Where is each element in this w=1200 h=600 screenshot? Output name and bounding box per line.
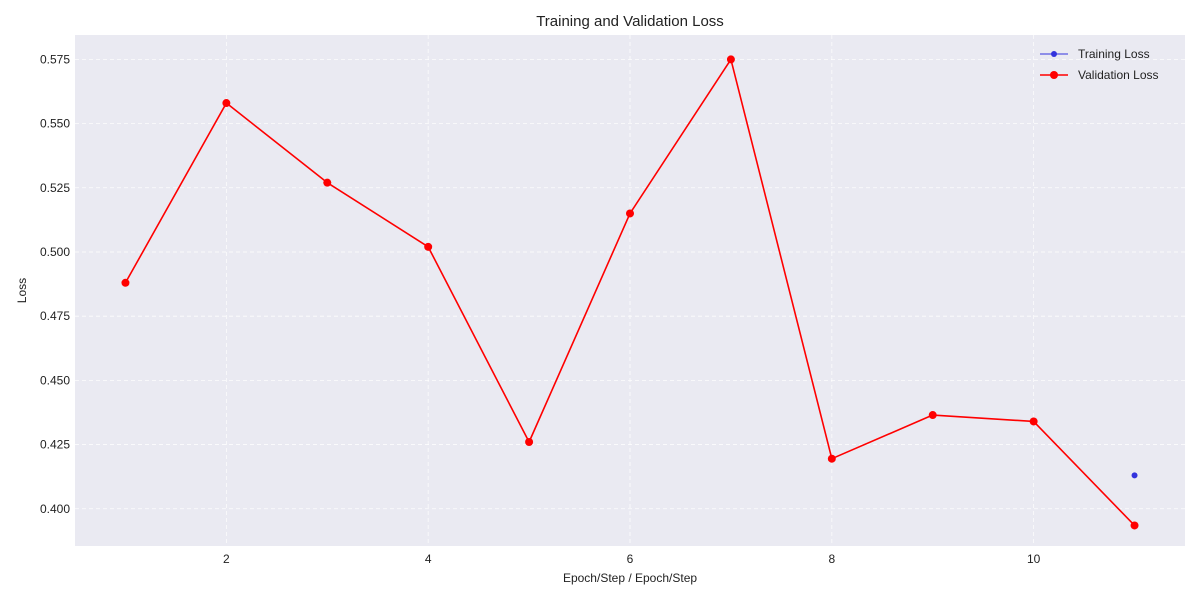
x-tick-label: 8 [828,552,835,566]
validation-loss-point [928,411,937,420]
y-tick-label: 0.500 [40,245,70,259]
x-tick-label: 10 [1027,552,1041,566]
x-tick-label: 6 [627,552,634,566]
validation-loss-point [323,178,332,187]
validation-loss-point [121,278,130,287]
training-loss-point [1131,472,1138,479]
legend-label-validation: Validation Loss [1078,68,1159,82]
y-tick-label: 0.450 [40,373,70,387]
validation-loss-point [424,242,433,251]
legend: Training Loss Validation Loss [1040,47,1159,82]
legend-label-training: Training Loss [1078,47,1150,61]
validation-loss-point [1130,521,1139,530]
y-axis-title: Loss [15,278,29,303]
x-axis-title: Epoch/Step / Epoch/Step [563,571,697,585]
y-tick-label: 0.400 [40,502,70,516]
legend-item-training: Training Loss [1040,47,1150,61]
grid-lines [75,35,1185,546]
y-tick-label: 0.475 [40,309,70,323]
validation-loss-point [827,454,836,463]
x-tick-label: 4 [425,552,432,566]
validation-loss-point [222,99,231,108]
y-tick-labels: 0.400 0.425 0.450 0.475 0.500 0.525 0.550 0.575 [40,52,70,515]
validation-loss-point [525,438,534,447]
x-tick-label: 2 [223,552,230,566]
y-tick-label: 0.550 [40,117,70,131]
x-tick-labels: 2 4 6 8 10 [223,552,1041,566]
validation-loss-point [726,55,735,64]
legend-marker-validation [1050,71,1058,79]
chart-title: Training and Validation Loss [536,13,724,30]
legend-item-validation: Validation Loss [1040,68,1159,82]
y-tick-label: 0.575 [40,52,70,66]
validation-loss-point [626,209,634,218]
y-tick-label: 0.525 [40,181,70,195]
validation-loss-point [1029,417,1038,426]
series-layer [121,55,1139,530]
y-tick-label: 0.425 [40,438,70,452]
legend-marker-training [1051,51,1057,57]
